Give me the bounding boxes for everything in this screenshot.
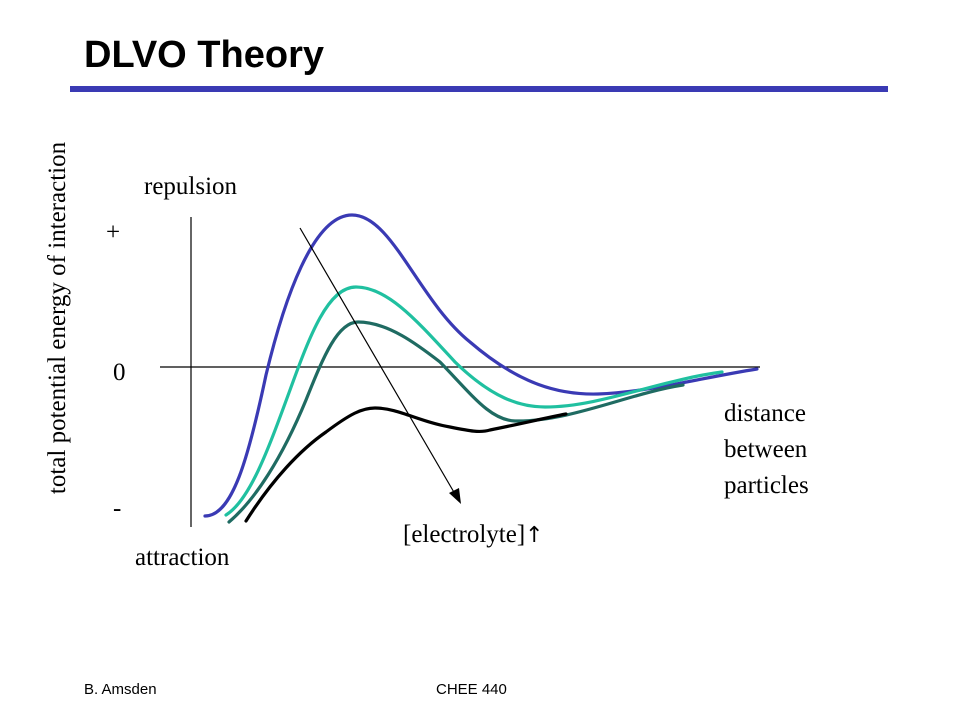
energy-curve-highest-electrolyte	[244, 406, 568, 523]
energy-curve-mid-electrolyte	[224, 285, 724, 517]
attraction-label: attraction	[135, 544, 230, 571]
footer-author: B. Amsden	[84, 681, 157, 698]
electrolyte-text: [electrolyte]	[403, 521, 526, 548]
footer-course: CHEE 440	[436, 681, 507, 698]
zero-mark: 0	[113, 359, 126, 386]
up-arrow-icon: ↑	[525, 523, 544, 548]
title-rule	[70, 86, 888, 92]
electrolyte-arrow-line	[299, 227, 456, 495]
slide-title: DLVO Theory	[84, 34, 324, 76]
plus-sign: +	[106, 219, 121, 246]
minus-sign: -	[113, 495, 122, 522]
energy-curve-low-electrolyte	[203, 213, 759, 518]
electrolyte-label: [electrolyte]↑	[403, 520, 544, 551]
x-axis-label-line: particles	[724, 472, 809, 499]
x-axis-label-line: distance	[724, 400, 806, 427]
x-axis-label: distance between particles	[724, 396, 809, 504]
repulsion-label: repulsion	[144, 173, 238, 200]
electrolyte-arrow-head	[449, 488, 461, 504]
y-axis-label: total potential energy of interaction	[44, 141, 71, 495]
x-axis-label-line: between	[724, 436, 808, 463]
